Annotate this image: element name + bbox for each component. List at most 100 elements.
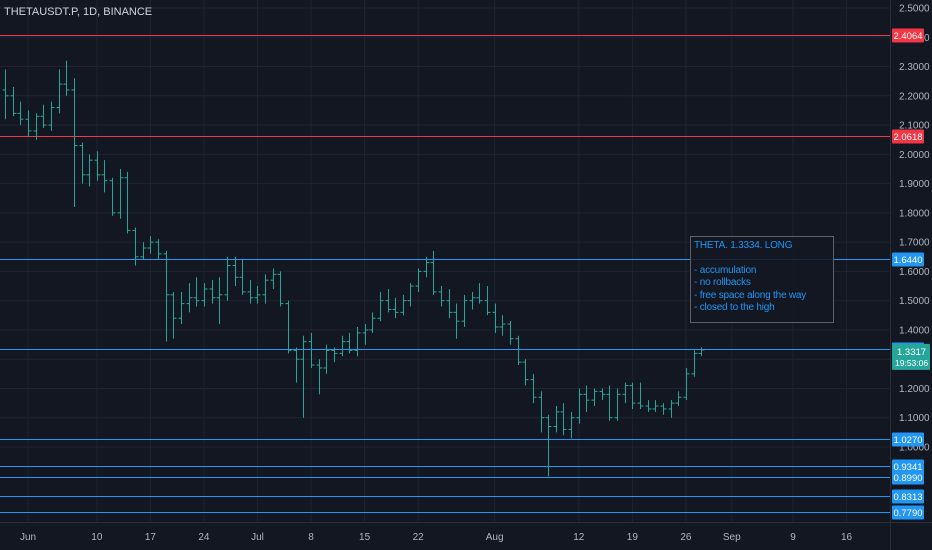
ohlc-bar (300, 335, 307, 418)
ohlc-bar (25, 110, 32, 137)
ohlc-bar (568, 411, 575, 439)
trade-note[interactable]: THETA. 1.3334. LONG - accumulation - no … (690, 236, 834, 323)
ohlc-bar (400, 294, 407, 316)
current-price-tag (892, 343, 930, 370)
ohlc-bar (576, 388, 583, 424)
ohlc-bar (476, 283, 483, 304)
time-tick-label: 22 (413, 532, 425, 543)
price-tick-label: 1.0000 (899, 443, 930, 454)
ohlc-bar (178, 291, 185, 325)
ohlc-bar (79, 142, 86, 184)
ohlc-bar (56, 69, 63, 114)
ohlc-bar (484, 286, 491, 316)
ohlc-bar (17, 101, 24, 126)
ohlc-bar (530, 373, 537, 404)
ohlc-bar (140, 242, 147, 260)
time-tick-label: 9 (790, 532, 796, 543)
time-tick-label: 17 (145, 532, 157, 543)
time-tick-label: Aug (486, 532, 504, 543)
ohlc-bar (186, 283, 193, 313)
ohlc-bar (438, 286, 445, 307)
countdown-label: 19:53:06 (895, 358, 928, 368)
ohlc-bar (522, 359, 529, 386)
ohlc-bar (461, 294, 468, 328)
ohlc-bar (193, 277, 200, 307)
ohlc-bar (170, 291, 177, 339)
ohlc-bar (33, 113, 40, 140)
ohlc-bar (668, 400, 675, 418)
price-tick-label: 1.8000 (899, 208, 930, 219)
level-price-label: 1.0270 (893, 435, 922, 446)
time-tick-label: 24 (198, 532, 210, 543)
symbol-title[interactable]: THETAUSDT.P, 1D, BINANCE (4, 6, 153, 18)
ohlc-bar (507, 321, 514, 345)
ohlc-bar (369, 312, 376, 333)
ohlc-bar (675, 391, 682, 407)
time-tick-label: Jun (20, 532, 36, 543)
ohlc-bar (40, 104, 47, 128)
ohlc-bar (63, 60, 70, 96)
ohlc-bar (362, 324, 369, 345)
ohlc-bar (622, 382, 629, 404)
ohlc-bar (538, 391, 545, 433)
ohlc-bar (155, 239, 162, 260)
ohlc-bar (10, 87, 17, 117)
level-price-tag (892, 505, 924, 520)
ohlc-bar (101, 160, 108, 193)
horizontal-levels[interactable] (0, 35, 890, 513)
ohlc-bar (163, 250, 170, 342)
level-price-label: 0.8990 (893, 473, 922, 484)
ohlc-bar (599, 388, 606, 401)
level-price-label: 0.9341 (893, 462, 922, 473)
ohlc-bar (239, 259, 246, 295)
ohlc-bar (316, 359, 323, 395)
ohlc-bar (377, 291, 384, 322)
ohlc-bar (606, 385, 613, 421)
time-axis[interactable]: Jun 10 17 24 Jul 8 15 22 Aug 12 19 26 Sep 9 16 (20, 532, 853, 543)
time-tick-label: 15 (359, 532, 371, 543)
price-tick-label: 1.7000 (899, 238, 930, 249)
ohlc-bar (553, 406, 560, 433)
note-line: - accumulation (694, 265, 757, 276)
level-price-label: 0.8313 (893, 492, 922, 503)
price-tick-label: 2.3000 (899, 62, 930, 73)
ohlc-bar (86, 154, 93, 187)
level-price-tag (892, 432, 924, 447)
price-tick-label: 1.6000 (899, 267, 930, 278)
ohlc-bar (415, 268, 422, 292)
ohlc-bar (232, 256, 239, 287)
ohlc-bar (277, 271, 284, 307)
time-tick-label: 8 (308, 532, 314, 543)
note-line: - closed to the high (694, 301, 775, 313)
ohlc-bar (48, 101, 55, 131)
ohlc-bar (614, 388, 621, 421)
ohlc-bar (346, 332, 353, 354)
time-tick-label: 10 (91, 532, 103, 543)
ohlc-bar (339, 335, 346, 357)
ohlc-bar (423, 256, 430, 278)
current-price-label: 1.3317 (897, 347, 926, 358)
grid (0, 0, 890, 522)
ohlc-bar (254, 286, 261, 304)
level-price-tag (892, 459, 924, 474)
note-title: THETA. 1.3334. LONG (694, 240, 793, 251)
ohlc-bar (683, 367, 690, 401)
level-price-tag (892, 489, 924, 504)
time-tick-label: 16 (841, 532, 853, 543)
price-tick-label: 2.2000 (899, 91, 930, 102)
ohlc-bar (331, 347, 338, 363)
price-tick-label: 1.2000 (899, 384, 930, 395)
level-price-label: 2.4064 (893, 31, 922, 42)
time-tick-label: 12 (573, 532, 585, 543)
price-tick-label: 2.5000 (899, 4, 930, 15)
ohlc-bar (637, 382, 644, 409)
note-line: - no rollbacks (694, 277, 751, 289)
note-line: - free space along the way (694, 289, 807, 301)
ohlc-bar (583, 385, 590, 412)
ohlc-bar (407, 283, 414, 307)
ohlc-bar (94, 151, 101, 181)
ohlc-bar (71, 78, 78, 208)
ohlc-bar (430, 250, 437, 295)
ohlc-bar (660, 403, 667, 415)
